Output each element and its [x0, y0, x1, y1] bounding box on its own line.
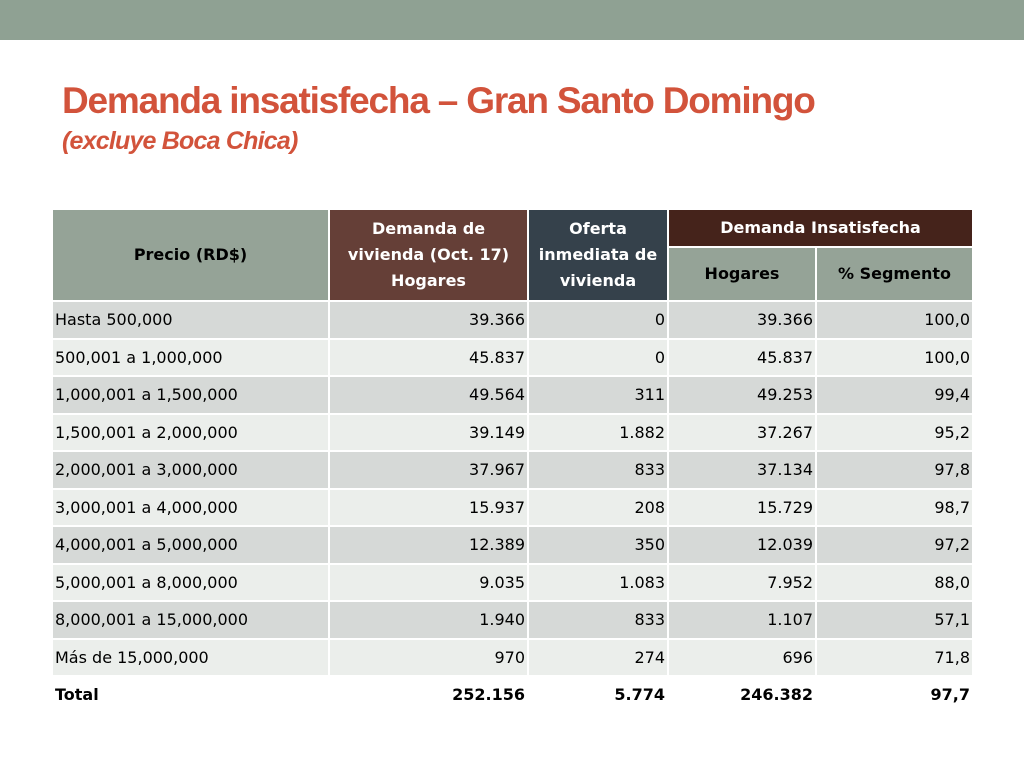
cell-oferta: 208	[527, 487, 669, 527]
cell-precio: 8,000,001 a 15,000,000	[51, 600, 330, 640]
cell-demanda: 49.564	[328, 375, 529, 415]
total-demanda: 252.156	[328, 675, 529, 715]
cell-segmento: 57,1	[815, 600, 974, 640]
table-row: 3,000,001 a 4,000,000 15.937 208 15.729 …	[51, 487, 974, 527]
header-precio: Precio (RD$)	[51, 208, 330, 302]
cell-precio: Hasta 500,000	[51, 300, 330, 340]
cell-segmento: 98,7	[815, 487, 974, 527]
cell-hogares: 45.837	[667, 337, 817, 377]
cell-oferta: 833	[527, 450, 669, 490]
cell-oferta: 274	[527, 637, 669, 677]
cell-demanda: 9.035	[328, 562, 529, 602]
cell-segmento: 97,8	[815, 450, 974, 490]
cell-segmento: 71,8	[815, 637, 974, 677]
demand-table: Precio (RD$) Demanda de vivienda (Oct. 1…	[51, 208, 974, 715]
cell-demanda: 39.149	[328, 412, 529, 452]
total-row: Total 252.156 5.774 246.382 97,7	[51, 675, 974, 715]
cell-hogares: 39.366	[667, 300, 817, 340]
cell-demanda: 15.937	[328, 487, 529, 527]
cell-precio: 4,000,001 a 5,000,000	[51, 525, 330, 565]
cell-segmento: 95,2	[815, 412, 974, 452]
total-oferta: 5.774	[527, 675, 669, 715]
table-row: Más de 15,000,000 970 274 696 71,8	[51, 637, 974, 677]
cell-segmento: 99,4	[815, 375, 974, 415]
cell-segmento: 100,0	[815, 300, 974, 340]
table-row: 8,000,001 a 15,000,000 1.940 833 1.107 5…	[51, 600, 974, 640]
cell-precio: 1,500,001 a 2,000,000	[51, 412, 330, 452]
cell-demanda: 45.837	[328, 337, 529, 377]
cell-precio: 3,000,001 a 4,000,000	[51, 487, 330, 527]
cell-oferta: 350	[527, 525, 669, 565]
slide-title: Demanda insatisfecha – Gran Santo Doming…	[62, 80, 816, 121]
table-row: 1,000,001 a 1,500,000 49.564 311 49.253 …	[51, 375, 974, 415]
cell-demanda: 12.389	[328, 525, 529, 565]
cell-demanda: 970	[328, 637, 529, 677]
header-demanda: Demanda de vivienda (Oct. 17) Hogares	[328, 208, 529, 302]
cell-oferta: 1.882	[527, 412, 669, 452]
cell-hogares: 37.134	[667, 450, 817, 490]
table-row: 2,000,001 a 3,000,000 37.967 833 37.134 …	[51, 450, 974, 490]
cell-oferta: 311	[527, 375, 669, 415]
top-accent-bar	[0, 0, 1024, 40]
cell-precio: Más de 15,000,000	[51, 637, 330, 677]
table-row: 500,001 a 1,000,000 45.837 0 45.837 100,…	[51, 337, 974, 377]
cell-segmento: 88,0	[815, 562, 974, 602]
cell-hogares: 7.952	[667, 562, 817, 602]
cell-demanda: 39.366	[328, 300, 529, 340]
cell-segmento: 100,0	[815, 337, 974, 377]
cell-oferta: 833	[527, 600, 669, 640]
cell-segmento: 97,2	[815, 525, 974, 565]
table-row: 4,000,001 a 5,000,000 12.389 350 12.039 …	[51, 525, 974, 565]
cell-precio: 5,000,001 a 8,000,000	[51, 562, 330, 602]
cell-oferta: 0	[527, 300, 669, 340]
total-hogares: 246.382	[667, 675, 817, 715]
cell-precio: 1,000,001 a 1,500,000	[51, 375, 330, 415]
cell-oferta: 1.083	[527, 562, 669, 602]
table-row: 1,500,001 a 2,000,000 39.149 1.882 37.26…	[51, 412, 974, 452]
cell-hogares: 696	[667, 637, 817, 677]
table-row: Hasta 500,000 39.366 0 39.366 100,0	[51, 300, 974, 340]
total-label: Total	[51, 675, 330, 715]
cell-hogares: 49.253	[667, 375, 817, 415]
cell-hogares: 15.729	[667, 487, 817, 527]
total-segmento: 97,7	[815, 675, 974, 715]
cell-precio: 500,001 a 1,000,000	[51, 337, 330, 377]
cell-hogares: 37.267	[667, 412, 817, 452]
cell-demanda: 37.967	[328, 450, 529, 490]
header-hogares: Hogares	[667, 246, 817, 302]
cell-hogares: 12.039	[667, 525, 817, 565]
slide-subtitle: (excluye Boca Chica)	[62, 127, 298, 155]
header-segmento: % Segmento	[815, 246, 974, 302]
table-row: 5,000,001 a 8,000,000 9.035 1.083 7.952 …	[51, 562, 974, 602]
cell-hogares: 1.107	[667, 600, 817, 640]
header-oferta: Oferta inmediata de vivienda	[527, 208, 669, 302]
cell-oferta: 0	[527, 337, 669, 377]
cell-demanda: 1.940	[328, 600, 529, 640]
cell-precio: 2,000,001 a 3,000,000	[51, 450, 330, 490]
header-demanda-insatisfecha: Demanda Insatisfecha	[667, 208, 974, 248]
